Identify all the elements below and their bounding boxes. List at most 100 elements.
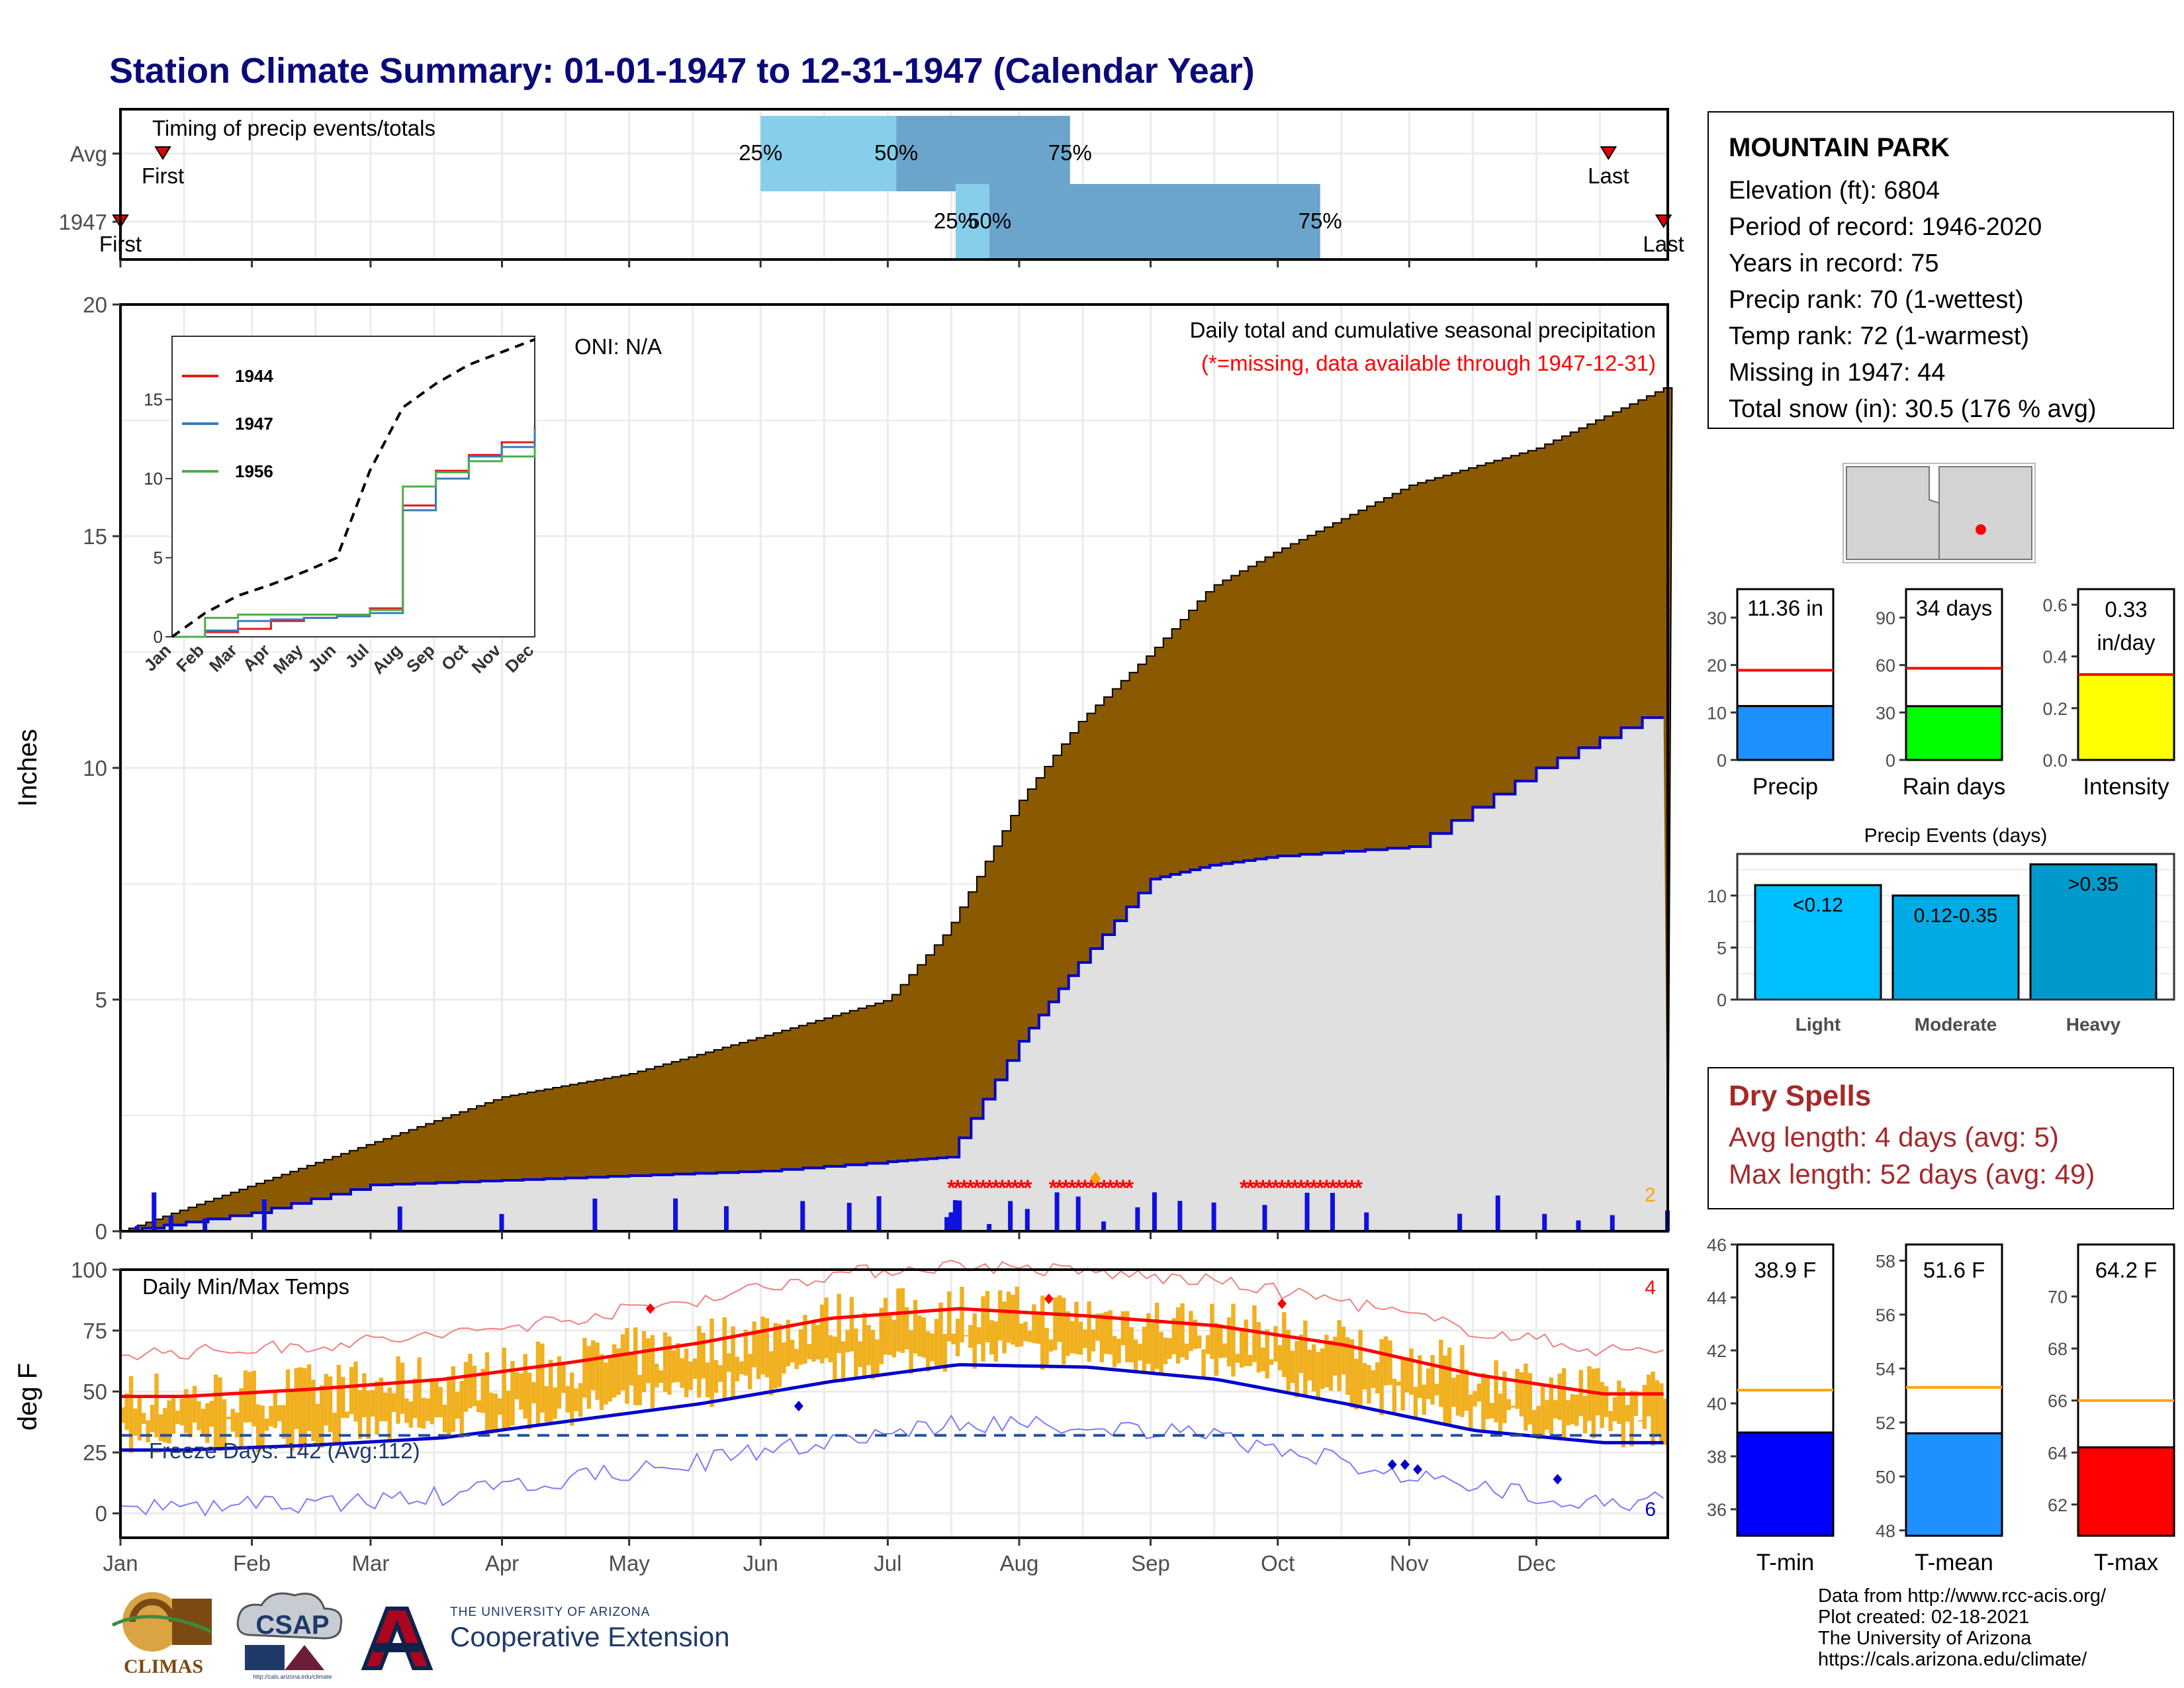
daily-temp-range-bar (438, 1387, 443, 1418)
daily-temp-range-bar (1311, 1344, 1316, 1391)
daily-temp-range-bar (1269, 1359, 1274, 1365)
summary-value-unit: in/day (2097, 630, 2156, 655)
missing-data-marker: * (1068, 1176, 1077, 1201)
missing-data-marker: * (1004, 1176, 1013, 1201)
summary-y-tick-label: 0.2 (2042, 699, 2068, 719)
missing-data-marker: * (1113, 1176, 1122, 1201)
daily-temp-range-bar (1175, 1307, 1181, 1364)
daily-temp-range-bar (1349, 1339, 1354, 1408)
events-x-label: Light (1796, 1014, 1841, 1035)
daily-temp-range-bar (942, 1333, 948, 1372)
daily-temp-range-bar (1625, 1405, 1630, 1422)
daily-temp-range-bar (1044, 1328, 1049, 1365)
daily-temp-range-bar (1553, 1399, 1558, 1419)
daily-temp-range-bar (586, 1346, 592, 1409)
daily-temp-range-bar (565, 1385, 570, 1413)
record-low-marker (1387, 1459, 1397, 1470)
daily-precip-bar (397, 1206, 402, 1231)
daily-temp-range-bar (1460, 1345, 1465, 1417)
daily-temp-range-bar (913, 1299, 918, 1354)
daily-temp-range-bar (154, 1374, 159, 1438)
daily-precip-bar (1152, 1192, 1157, 1231)
temp-summary-label: T-mean (1915, 1550, 1993, 1575)
missing-data-marker: * (1023, 1176, 1032, 1201)
daily-temp-range-bar (243, 1370, 248, 1423)
daily-temp-range-bar (1494, 1360, 1498, 1423)
daily-temp-range-bar (1337, 1320, 1342, 1391)
daily-temp-range-bar (803, 1315, 807, 1364)
credit-url: https://cals.arizona.edu/climate/ (1818, 1649, 2087, 1670)
temp-summary-bar (1905, 1432, 2003, 1537)
credits-block: Data from http://www.rcc-acis.org/ Plot … (1818, 1585, 2106, 1670)
daily-temp-range-bar (993, 1321, 998, 1362)
daily-temp-range-bar (1455, 1374, 1461, 1416)
daily-temp-range-bar (137, 1395, 142, 1441)
station-location-marker (1976, 524, 1986, 535)
daily-temp-range-bar (646, 1338, 651, 1383)
daily-temp-range-bar (841, 1341, 846, 1383)
daily-temp-range-bar (375, 1381, 379, 1435)
daily-temp-range-bar (1422, 1384, 1426, 1415)
station-period: Period of record: 1946-2020 (1729, 213, 2042, 241)
credit-plot-created: Plot created: 02-18-2021 (1818, 1607, 2030, 1628)
daily-temp-range-bar (1532, 1409, 1537, 1437)
month-tick-label: Dec (1517, 1551, 1556, 1575)
station-temp-rank: Temp rank: 72 (1-warmest) (1729, 322, 2030, 350)
temp-summary-y-tick-label: 70 (2048, 1288, 2068, 1307)
daily-temp-range-bar (1430, 1355, 1435, 1405)
daily-temp-range-bar (641, 1331, 647, 1393)
daily-temp-range-bar (383, 1392, 388, 1422)
daily-temp-range-bar (891, 1319, 897, 1358)
events-y-tick-label: 5 (1717, 938, 1727, 958)
temp-summary-value-label: 64.2 F (2095, 1258, 2158, 1282)
summary-y-tick-label: 20 (1707, 656, 1727, 676)
daily-temp-range-bar (302, 1368, 307, 1444)
daily-temp-range-bar (230, 1409, 235, 1432)
daily-temp-range-bar (1608, 1411, 1613, 1431)
dry-spells-max: Max length: 52 days (avg: 49) (1729, 1158, 2095, 1190)
credit-data-source: Data from http://www.rcc-acis.org/ (1818, 1585, 2107, 1607)
daily-temp-range-bar (964, 1335, 969, 1336)
daily-temp-range-bar (163, 1407, 167, 1443)
daily-temp-range-bar (498, 1398, 502, 1415)
daily-temp-range-bar (1540, 1383, 1545, 1438)
daily-temp-range-bar (205, 1403, 210, 1443)
daily-temp-range-bar (544, 1385, 549, 1423)
daily-temp-range-bar (722, 1317, 727, 1399)
daily-temp-range-bar (502, 1347, 506, 1429)
precip-y-tick-label: 15 (83, 524, 107, 549)
temp-y-tick-label: 75 (83, 1319, 107, 1343)
missing-data-marker: * (1252, 1176, 1261, 1201)
events-x-label: Moderate (1915, 1014, 1997, 1035)
timing-bar-25-50 (760, 116, 897, 191)
daily-temp-range-bar (255, 1404, 261, 1452)
daily-temp-range-bar (557, 1356, 562, 1409)
daily-precip-bar (1135, 1207, 1140, 1231)
daily-temp-range-bar (955, 1318, 960, 1356)
summary-bar (1736, 705, 1835, 761)
daily-temp-range-bar (306, 1364, 312, 1431)
daily-temp-range-bar (968, 1325, 973, 1348)
daily-temp-range-bar (960, 1286, 964, 1342)
daily-temp-range-bar (1235, 1354, 1240, 1363)
daily-temp-range-bar (1099, 1313, 1105, 1363)
daily-temp-range-bar (269, 1406, 273, 1427)
daily-temp-range-bar (1057, 1295, 1062, 1342)
events-bar-tag: <0.12 (1793, 894, 1843, 916)
daily-temp-range-bar (688, 1361, 693, 1390)
dry-spells-title: Dry Spells (1729, 1080, 1872, 1112)
daily-temp-range-bar (1473, 1391, 1477, 1407)
daily-temp-range-bar (400, 1362, 405, 1414)
daily-temp-range-bar (1515, 1368, 1520, 1409)
daily-temp-range-bar (620, 1334, 625, 1391)
daily-precip-bar (499, 1213, 504, 1231)
month-tick-label: Feb (233, 1551, 271, 1575)
daily-temp-range-bar (548, 1360, 553, 1423)
daily-temp-range-bar (591, 1340, 596, 1391)
temp-y-tick-label: 0 (95, 1501, 107, 1526)
daily-temp-range-bar (421, 1397, 426, 1429)
daily-temp-range-bar (1146, 1313, 1151, 1364)
station-info-box: MOUNTAIN PARK Elevation (ft): 6804 Perio… (1707, 111, 2174, 429)
missing-data-marker: * (1310, 1176, 1319, 1201)
daily-temp-range-bar (179, 1398, 185, 1426)
